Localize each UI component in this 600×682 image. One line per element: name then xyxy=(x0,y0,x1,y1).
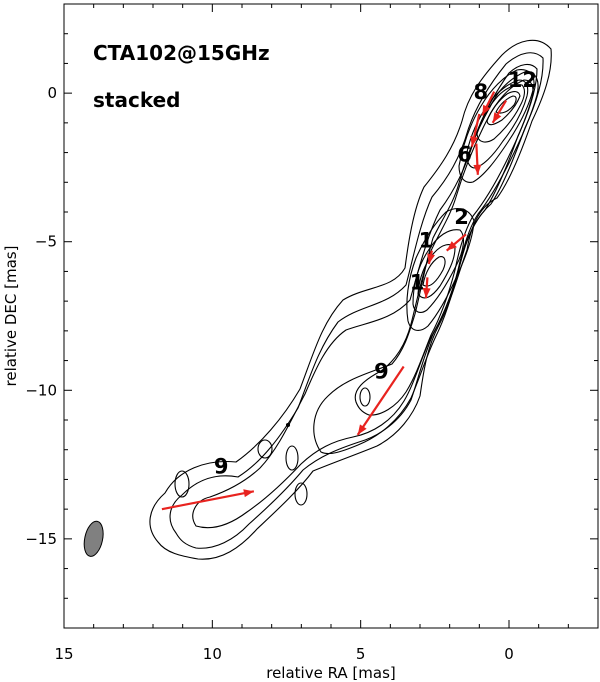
contour-dot xyxy=(285,422,291,428)
contour-middle-1 xyxy=(313,70,539,455)
contour-core-5 xyxy=(495,95,517,114)
vector-label: 12 xyxy=(508,68,537,92)
contour-inner-3 xyxy=(417,244,456,299)
contour-layer xyxy=(149,39,552,560)
beam-layer xyxy=(83,520,104,557)
y-tick-label: −5 xyxy=(35,233,57,251)
contour-blob-1 xyxy=(257,439,273,459)
vector-label: 6 xyxy=(457,142,472,166)
contour-inner-2 xyxy=(412,229,465,313)
beam-ellipse xyxy=(83,520,104,557)
velocity-arrowhead xyxy=(492,112,502,123)
velocity-arrow xyxy=(161,490,255,511)
contour-core-1 xyxy=(458,69,535,183)
contour-inner-4 xyxy=(422,256,446,287)
contour-middle-2 xyxy=(354,79,534,416)
contour-blob-3 xyxy=(294,482,308,506)
velocity-arrowhead xyxy=(473,164,482,175)
velocity-arrowhead xyxy=(427,253,435,264)
velocity-arrowhead xyxy=(243,489,254,498)
vector-label: 1 xyxy=(410,270,425,294)
vector-label: 9 xyxy=(374,359,389,383)
velocity-arrowhead xyxy=(357,424,367,435)
y-tick-label: 0 xyxy=(47,84,57,102)
x-axis-label: relative RA [mas] xyxy=(266,664,396,682)
velocity-arrowhead xyxy=(470,135,479,147)
contour-core-3 xyxy=(476,84,525,143)
x-tick-label: 0 xyxy=(504,645,514,663)
velocity-arrowhead xyxy=(422,287,431,299)
y-tick-label: −10 xyxy=(25,381,57,399)
velocity-arrowhead xyxy=(482,104,491,116)
contour-outer-1 xyxy=(149,39,552,560)
vector-label: 8 xyxy=(474,80,489,104)
contour-inner-1 xyxy=(406,208,475,331)
contour-blob-5 xyxy=(174,470,190,498)
contour-core-4 xyxy=(486,91,521,126)
x-tick-label: 15 xyxy=(54,645,73,663)
axis-ticks: 15 10 5 0 0 −5 −10 −15 xyxy=(25,3,599,663)
vector-label: 9 xyxy=(214,454,229,478)
contour-outer-2 xyxy=(169,52,544,549)
source-label: CTA102@15GHz xyxy=(93,41,270,65)
stacked-label: stacked xyxy=(93,88,180,112)
vector-label: 2 xyxy=(454,205,469,229)
velocity-arrowhead xyxy=(446,241,457,251)
velocity-arrow xyxy=(356,365,405,436)
x-tick-label: 5 xyxy=(356,645,366,663)
contour-outer-3 xyxy=(192,64,538,529)
contour-blob-4 xyxy=(359,387,371,407)
y-axis-label: relative DEC [mas] xyxy=(2,246,20,387)
contour-blob-2 xyxy=(285,445,299,471)
y-tick-label: −15 xyxy=(25,530,57,548)
vector-label: 1 xyxy=(419,229,434,253)
x-tick-label: 10 xyxy=(203,645,222,663)
